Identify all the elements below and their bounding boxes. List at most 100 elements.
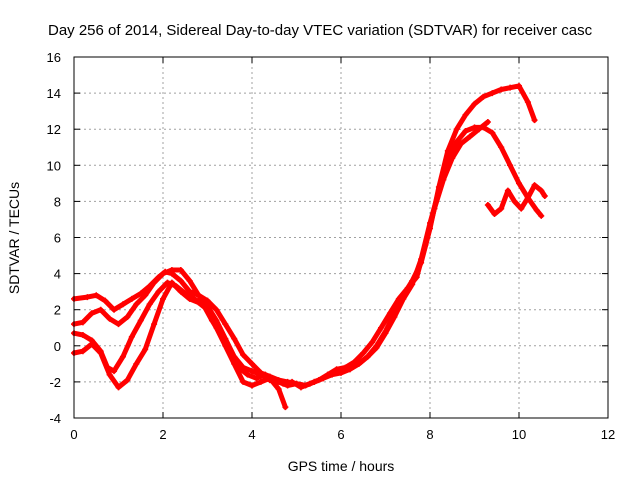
x-tick-label: 12 bbox=[601, 427, 615, 442]
y-tick-label: 8 bbox=[54, 194, 61, 209]
data-point-marker bbox=[524, 194, 531, 201]
data-point-marker bbox=[249, 360, 255, 367]
series-arc-3 bbox=[71, 119, 491, 390]
data-point-marker bbox=[119, 301, 126, 308]
data-point-marker bbox=[186, 277, 193, 284]
data-point-marker bbox=[266, 375, 273, 382]
data-point-marker bbox=[119, 353, 126, 360]
data-point-marker bbox=[453, 138, 460, 145]
data-point-marker bbox=[275, 386, 282, 393]
data-point-marker bbox=[168, 279, 175, 286]
data-point-marker bbox=[342, 364, 349, 371]
data-point-marker bbox=[257, 378, 264, 385]
x-tick-label: 6 bbox=[337, 427, 344, 442]
grid-layer bbox=[74, 57, 608, 418]
data-point-marker bbox=[498, 86, 505, 93]
data-point-marker bbox=[355, 360, 362, 367]
y-axis-label: SDTVAR / TECUs bbox=[6, 182, 22, 294]
data-point-marker bbox=[177, 266, 184, 273]
data-point-marker bbox=[533, 207, 540, 214]
data-point-marker bbox=[404, 285, 411, 292]
tick-layer: 0 2 4 6 8 10 12 -4 -2 0 2 4 6 8 10 12 14 16 bbox=[47, 50, 616, 442]
data-point-marker bbox=[538, 212, 545, 219]
data-point-marker bbox=[440, 176, 447, 183]
data-point-marker bbox=[386, 310, 393, 317]
y-tick-label: 16 bbox=[47, 50, 61, 65]
data-point-marker bbox=[518, 205, 525, 212]
data-point-marker bbox=[133, 360, 140, 367]
data-point-marker bbox=[151, 279, 158, 286]
y-tick-label: -2 bbox=[49, 375, 61, 390]
data-point-marker bbox=[124, 313, 131, 320]
y-tick-label: 6 bbox=[54, 231, 61, 246]
x-tick-label: 8 bbox=[426, 427, 433, 442]
data-point-marker bbox=[507, 162, 514, 169]
data-point-marker bbox=[195, 292, 202, 299]
data-point-marker bbox=[297, 384, 304, 391]
data-point-marker bbox=[240, 378, 247, 385]
data-point-marker bbox=[177, 288, 184, 295]
data-point-marker bbox=[373, 344, 380, 351]
data-point-marker bbox=[222, 321, 229, 328]
data-point-marker bbox=[498, 205, 505, 212]
data-point-marker bbox=[249, 368, 255, 375]
data-point-marker bbox=[306, 380, 313, 387]
data-point-marker bbox=[88, 340, 95, 347]
y-tick-label: -4 bbox=[49, 411, 61, 426]
data-point-marker bbox=[467, 133, 474, 140]
data-point-marker bbox=[333, 366, 340, 373]
data-point-marker bbox=[498, 144, 505, 151]
data-point-marker bbox=[315, 377, 322, 384]
y-tick-label: 14 bbox=[47, 86, 61, 101]
data-point-marker bbox=[491, 211, 498, 218]
data-point-marker bbox=[324, 371, 331, 378]
data-point-marker bbox=[231, 335, 238, 342]
data-point-marker bbox=[449, 155, 456, 162]
data-point-marker bbox=[484, 118, 491, 125]
data-point-marker bbox=[168, 266, 175, 273]
data-point-marker bbox=[422, 241, 429, 248]
data-point-marker bbox=[111, 368, 118, 375]
data-point-marker bbox=[262, 371, 269, 378]
data-point-marker bbox=[102, 297, 109, 304]
data-point-marker bbox=[480, 93, 487, 100]
data-point-marker bbox=[244, 371, 251, 378]
series-arc-5 bbox=[485, 182, 548, 217]
data-point-marker bbox=[516, 82, 522, 89]
data-point-marker bbox=[240, 351, 247, 358]
data-point-marker bbox=[137, 290, 144, 297]
data-point-marker bbox=[93, 292, 100, 299]
y-tick-label: 2 bbox=[54, 303, 61, 318]
data-point-marker bbox=[137, 317, 144, 324]
chart-title: Day 256 of 2014, Sidereal Day-to-day VTE… bbox=[48, 22, 593, 39]
data-point-marker bbox=[79, 348, 86, 355]
data-point-marker bbox=[531, 182, 538, 189]
data-point-marker bbox=[160, 270, 166, 277]
data-point-marker bbox=[453, 126, 460, 133]
data-point-marker bbox=[391, 313, 398, 320]
data-point-marker bbox=[160, 295, 166, 302]
data-point-marker bbox=[195, 299, 202, 306]
data-point-marker bbox=[541, 192, 548, 199]
data-point-marker bbox=[88, 310, 95, 317]
data-point-marker bbox=[289, 378, 296, 385]
data-point-marker bbox=[97, 306, 104, 313]
data-point-marker bbox=[444, 147, 451, 154]
series-layer bbox=[71, 82, 548, 411]
data-point-marker bbox=[280, 380, 287, 387]
data-point-marker bbox=[213, 324, 220, 331]
data-point-marker bbox=[249, 382, 255, 389]
data-point-marker bbox=[115, 384, 122, 391]
data-point-marker bbox=[111, 306, 118, 313]
data-point-marker bbox=[511, 198, 518, 205]
data-point-marker bbox=[395, 295, 402, 302]
data-point-marker bbox=[471, 124, 478, 131]
data-point-marker bbox=[458, 140, 465, 147]
data-point-marker bbox=[516, 180, 522, 187]
data-point-marker bbox=[186, 295, 193, 302]
data-point-marker bbox=[431, 205, 438, 212]
data-point-marker bbox=[142, 346, 149, 353]
data-point-marker bbox=[222, 342, 229, 349]
data-point-marker bbox=[282, 404, 289, 411]
